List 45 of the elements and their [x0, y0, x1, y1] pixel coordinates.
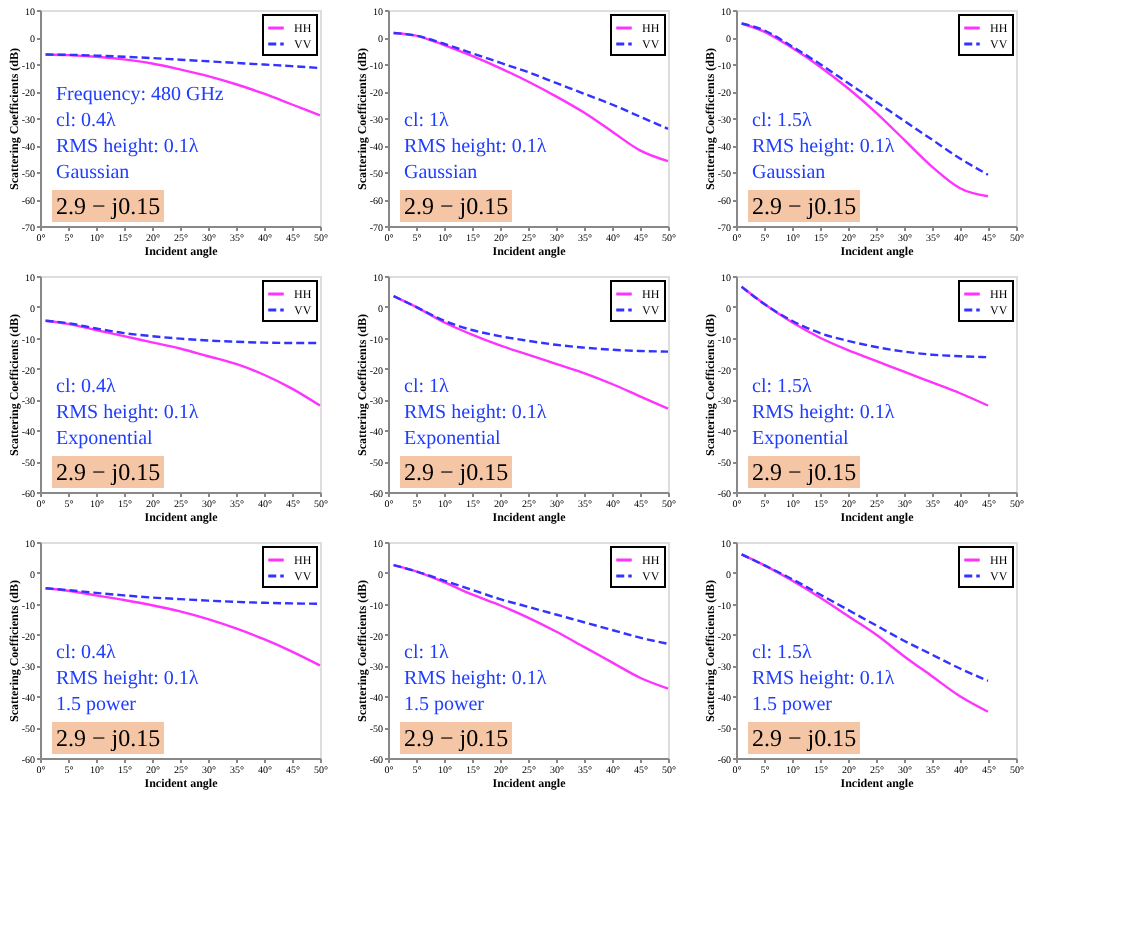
annotation: 2.9 − j0.15 [404, 192, 509, 220]
annotation: 1.5 power [752, 694, 834, 716]
line-series [740, 285, 990, 359]
annotation: 2.9 − j0.15 [752, 192, 857, 220]
annotation: 2.9 − j0.15 [752, 724, 857, 752]
annotation: 1.5 power [404, 694, 486, 716]
line-series [392, 294, 670, 353]
annotation: RMS height: 0.1λ [752, 402, 895, 424]
line-series [44, 319, 322, 345]
annotation: cl: 1λ [404, 642, 449, 664]
annotation: RMS height: 0.1λ [404, 402, 547, 424]
annotation: RMS height: 0.1λ [404, 668, 547, 690]
annotation: Gaussian [56, 162, 130, 184]
line-series [392, 563, 670, 646]
annotation: cl: 0.4λ [56, 110, 116, 132]
annotation: 2.9 − j0.15 [56, 192, 161, 220]
annotation: 2.9 − j0.15 [56, 724, 161, 752]
annotation: Exponential [404, 428, 502, 450]
annotation: cl: 1λ [404, 110, 449, 132]
annotation: 2.9 − j0.15 [404, 724, 509, 752]
line-series [392, 31, 670, 130]
annotation: cl: 1.5λ [752, 110, 812, 132]
line-series [44, 587, 322, 605]
annotation: Exponential [56, 428, 154, 450]
annotation: Frequency: 480 GHz [56, 84, 225, 106]
annotation: 2.9 − j0.15 [404, 458, 509, 486]
annotation: cl: 1.5λ [752, 376, 812, 398]
annotation: RMS height: 0.1λ [56, 402, 199, 424]
annotation: 2.9 − j0.15 [752, 458, 857, 486]
annotation: cl: 1.5λ [752, 642, 812, 664]
annotation: cl: 0.4λ [56, 376, 116, 398]
annotation: Gaussian [404, 162, 478, 184]
line-series [44, 319, 322, 407]
annotation: cl: 0.4λ [56, 642, 116, 664]
annotation: Gaussian [752, 162, 826, 184]
annotation: RMS height: 0.1λ [56, 668, 199, 690]
annotation: Exponential [752, 428, 850, 450]
annotation: RMS height: 0.1λ [404, 136, 547, 158]
annotation: RMS height: 0.1λ [752, 136, 895, 158]
annotation: RMS height: 0.1λ [752, 668, 895, 690]
annotation: 1.5 power [56, 694, 138, 716]
annotation: cl: 1λ [404, 376, 449, 398]
annotation: 2.9 − j0.15 [56, 458, 161, 486]
annotation: RMS height: 0.1λ [56, 136, 199, 158]
line-series [44, 53, 322, 70]
